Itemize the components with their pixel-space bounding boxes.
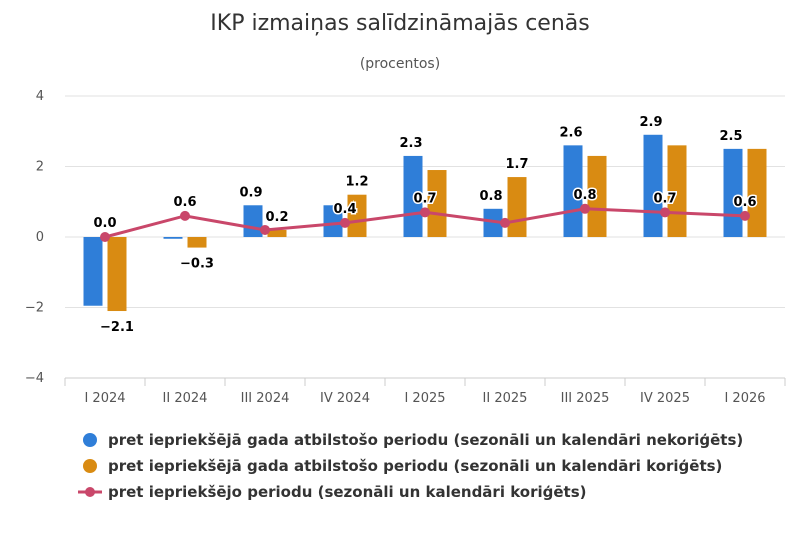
y-tick-label: 4 <box>36 89 44 104</box>
line-point <box>260 224 270 235</box>
line-point <box>500 217 510 228</box>
chart-subtitle: (procentos) <box>360 56 440 72</box>
line-series <box>100 203 750 242</box>
x-tick-label: II 2024 <box>163 391 208 406</box>
data-labels: 0.9 2.3 0.8 2.6 2.9 2.5 −2.1 −0.3 0.2 1.2 1.7 0.0 0.… <box>92 113 758 336</box>
data-label: 0.9 <box>239 185 262 200</box>
legend: pret iepriekšējā gada atbilstošo periodu… <box>78 431 743 501</box>
x-tick-label: I 2026 <box>724 391 765 406</box>
data-label: 1.2 <box>345 175 368 190</box>
bar <box>587 155 607 237</box>
data-label: 0.2 <box>265 210 288 225</box>
data-label: −0.3 <box>180 257 214 272</box>
bar <box>347 194 367 237</box>
bar <box>507 177 527 237</box>
line-point <box>180 210 190 221</box>
bar <box>163 237 183 239</box>
bar <box>187 237 207 248</box>
x-tick-label: I 2024 <box>84 391 125 406</box>
bar <box>483 208 503 237</box>
bars <box>83 134 767 312</box>
data-label: 0.7 <box>413 191 436 206</box>
legend-label: pret iepriekšējā gada atbilstošo periodu… <box>108 457 722 475</box>
legend-symbol <box>83 459 97 473</box>
data-label: 0.4 <box>333 202 356 217</box>
data-label: 0.7 <box>653 191 676 206</box>
y-axis: 4 2 0 −2 −4 <box>25 89 44 386</box>
line-point <box>740 210 750 221</box>
x-tick-label: IV 2025 <box>640 391 690 406</box>
x-axis: I 2024 II 2024 III 2024 IV 2024 I 2025 II 202… <box>64 377 786 406</box>
data-label: −2.1 <box>100 320 134 335</box>
line-point <box>660 207 670 218</box>
line-point <box>100 232 110 242</box>
x-tick-label: I 2025 <box>404 391 445 406</box>
bar <box>723 148 743 237</box>
legend-label: pret iepriekšējā gada atbilstošo periodu… <box>108 431 743 449</box>
data-label: 0.0 <box>93 216 116 231</box>
data-label: 2.5 <box>719 129 742 144</box>
legend-symbol <box>85 487 95 497</box>
line-point <box>580 203 590 214</box>
x-tick-label: IV 2024 <box>320 391 370 406</box>
data-label: 2.6 <box>559 125 582 140</box>
y-tick-label: −2 <box>25 301 44 316</box>
data-label: 0.6 <box>733 195 756 210</box>
data-label: 2.3 <box>399 136 422 151</box>
y-tick-label: 0 <box>36 230 44 245</box>
bar <box>563 145 583 237</box>
bar <box>107 237 127 312</box>
legend-symbol <box>83 433 97 447</box>
bar <box>427 170 447 237</box>
bar <box>243 205 263 237</box>
data-label: 0.8 <box>573 188 596 203</box>
bar <box>747 148 767 237</box>
data-label: 2.9 <box>639 115 662 130</box>
chart-title: IKP izmaiņas salīdzināmajās cenās <box>210 11 589 36</box>
line-point <box>420 207 430 218</box>
bar <box>643 134 663 237</box>
bar <box>83 237 103 306</box>
y-tick-label: −4 <box>25 371 44 386</box>
bar <box>403 155 423 237</box>
x-tick-label: II 2025 <box>483 391 528 406</box>
line-point <box>340 217 350 228</box>
data-label: 0.8 <box>479 189 502 204</box>
legend-label: pret iepriekšējo periodu (sezonāli un ka… <box>108 483 586 501</box>
bar <box>267 229 287 237</box>
data-label: 1.7 <box>505 157 528 172</box>
y-tick-label: 2 <box>36 160 44 175</box>
data-label: 0.6 <box>173 195 196 210</box>
x-tick-label: III 2024 <box>241 391 290 406</box>
x-tick-label: III 2025 <box>561 391 610 406</box>
bar <box>323 205 343 237</box>
